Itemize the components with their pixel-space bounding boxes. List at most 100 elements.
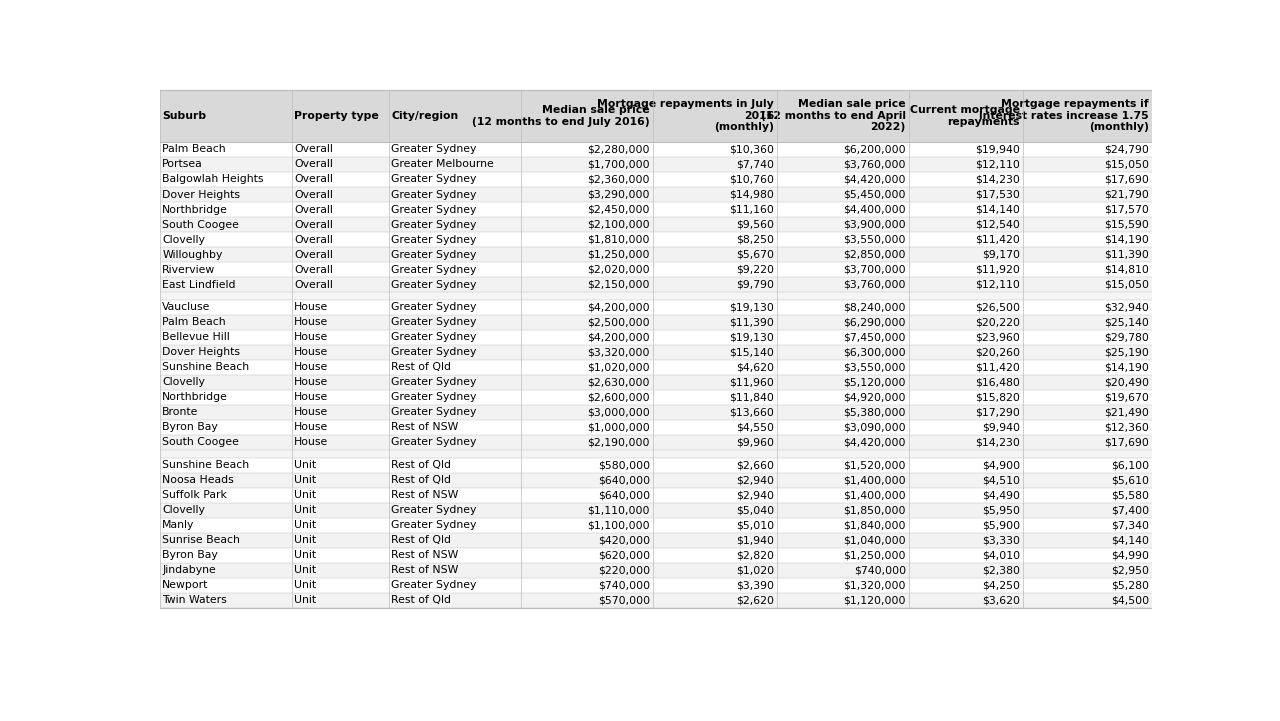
Text: $10,360: $10,360 bbox=[728, 144, 774, 154]
Text: $5,010: $5,010 bbox=[736, 521, 774, 530]
Text: $1,040,000: $1,040,000 bbox=[844, 535, 906, 545]
Text: Overall: Overall bbox=[294, 249, 333, 260]
Text: Clovelly: Clovelly bbox=[163, 377, 205, 387]
Text: $20,220: $20,220 bbox=[975, 317, 1020, 327]
Text: $3,330: $3,330 bbox=[982, 535, 1020, 545]
Text: $5,280: $5,280 bbox=[1111, 580, 1149, 590]
Bar bbox=[160, 487, 1152, 503]
Text: $21,490: $21,490 bbox=[1105, 407, 1149, 417]
Bar bbox=[160, 217, 1152, 232]
Text: Mortgage repayments if
interest rates increase 1.75
(monthly): Mortgage repayments if interest rates in… bbox=[979, 99, 1149, 133]
Text: $5,040: $5,040 bbox=[736, 505, 774, 516]
Text: City/region: City/region bbox=[392, 111, 458, 121]
Bar bbox=[160, 89, 292, 142]
Text: Median sale price
(12 months to end April
2022): Median sale price (12 months to end Apri… bbox=[760, 99, 906, 133]
Bar bbox=[160, 473, 1152, 487]
Text: House: House bbox=[294, 438, 329, 448]
Text: Greater Sydney: Greater Sydney bbox=[392, 234, 477, 244]
Text: $9,560: $9,560 bbox=[736, 219, 774, 229]
Text: Overall: Overall bbox=[294, 219, 333, 229]
Text: $1,940: $1,940 bbox=[736, 535, 774, 545]
Text: $4,200,000: $4,200,000 bbox=[588, 302, 650, 312]
Text: $1,520,000: $1,520,000 bbox=[844, 460, 906, 470]
Text: $9,790: $9,790 bbox=[736, 280, 774, 290]
Text: $2,600,000: $2,600,000 bbox=[588, 392, 650, 402]
Text: Greater Sydney: Greater Sydney bbox=[392, 348, 477, 358]
Text: $4,420,000: $4,420,000 bbox=[844, 438, 906, 448]
Text: $1,400,000: $1,400,000 bbox=[844, 475, 906, 485]
Text: $3,000,000: $3,000,000 bbox=[588, 407, 650, 417]
Bar bbox=[160, 563, 1152, 578]
Text: $6,200,000: $6,200,000 bbox=[844, 144, 906, 154]
Text: Unit: Unit bbox=[294, 505, 316, 516]
Text: $14,980: $14,980 bbox=[730, 190, 774, 200]
Bar bbox=[160, 450, 1152, 458]
Text: Overall: Overall bbox=[294, 144, 333, 154]
Text: $4,500: $4,500 bbox=[1111, 596, 1149, 606]
Text: $12,360: $12,360 bbox=[1105, 423, 1149, 433]
Text: $2,950: $2,950 bbox=[1111, 565, 1149, 575]
Text: Greater Sydney: Greater Sydney bbox=[392, 190, 477, 200]
Text: $1,250,000: $1,250,000 bbox=[844, 550, 906, 560]
Text: Dover Heights: Dover Heights bbox=[163, 190, 241, 200]
Bar bbox=[160, 300, 1152, 315]
Text: Greater Sydney: Greater Sydney bbox=[392, 205, 477, 215]
Text: $2,100,000: $2,100,000 bbox=[588, 219, 650, 229]
Text: $5,950: $5,950 bbox=[982, 505, 1020, 516]
Text: $6,290,000: $6,290,000 bbox=[844, 317, 906, 327]
Text: Overall: Overall bbox=[294, 205, 333, 215]
Text: Northbridge: Northbridge bbox=[163, 392, 228, 402]
Text: House: House bbox=[294, 392, 329, 402]
Text: Suffolk Park: Suffolk Park bbox=[163, 490, 228, 500]
Text: Byron Bay: Byron Bay bbox=[163, 550, 218, 560]
Text: Rest of NSW: Rest of NSW bbox=[392, 490, 458, 500]
Bar bbox=[160, 157, 1152, 172]
Text: $23,960: $23,960 bbox=[975, 332, 1020, 342]
Text: $19,670: $19,670 bbox=[1105, 392, 1149, 402]
Text: $1,000,000: $1,000,000 bbox=[588, 423, 650, 433]
Text: Unit: Unit bbox=[294, 550, 316, 560]
Text: $640,000: $640,000 bbox=[598, 475, 650, 485]
Text: Newport: Newport bbox=[163, 580, 209, 590]
Text: Rest of NSW: Rest of NSW bbox=[392, 550, 458, 560]
Text: Mortgage repayments in July
2016
(monthly): Mortgage repayments in July 2016 (monthl… bbox=[598, 99, 774, 133]
Text: $220,000: $220,000 bbox=[598, 565, 650, 575]
Text: Dover Heights: Dover Heights bbox=[163, 348, 241, 358]
Text: $740,000: $740,000 bbox=[598, 580, 650, 590]
Text: Rest of Qld: Rest of Qld bbox=[392, 475, 452, 485]
Text: $2,820: $2,820 bbox=[736, 550, 774, 560]
Text: Greater Sydney: Greater Sydney bbox=[392, 505, 477, 516]
Text: $5,900: $5,900 bbox=[982, 521, 1020, 530]
Text: $2,360,000: $2,360,000 bbox=[588, 174, 650, 185]
Text: $4,420,000: $4,420,000 bbox=[844, 174, 906, 185]
Bar bbox=[160, 533, 1152, 548]
Text: Vaucluse: Vaucluse bbox=[163, 302, 211, 312]
Text: $4,550: $4,550 bbox=[736, 423, 774, 433]
Text: House: House bbox=[294, 423, 329, 433]
Text: $1,400,000: $1,400,000 bbox=[844, 490, 906, 500]
Text: $12,540: $12,540 bbox=[975, 219, 1020, 229]
Text: East Lindfield: East Lindfield bbox=[163, 280, 236, 290]
Text: South Coogee: South Coogee bbox=[163, 219, 239, 229]
Bar bbox=[160, 315, 1152, 329]
Text: $25,190: $25,190 bbox=[1105, 348, 1149, 358]
Text: Greater Sydney: Greater Sydney bbox=[392, 280, 477, 290]
Text: $8,250: $8,250 bbox=[736, 234, 774, 244]
Text: $17,570: $17,570 bbox=[1105, 205, 1149, 215]
Text: Palm Beach: Palm Beach bbox=[163, 144, 227, 154]
Text: $7,340: $7,340 bbox=[1111, 521, 1149, 530]
Bar bbox=[777, 89, 909, 142]
Text: $14,190: $14,190 bbox=[1105, 363, 1149, 372]
Text: Unit: Unit bbox=[294, 535, 316, 545]
Bar bbox=[160, 202, 1152, 217]
Text: $32,940: $32,940 bbox=[1105, 302, 1149, 312]
Text: $11,420: $11,420 bbox=[975, 234, 1020, 244]
Text: $2,940: $2,940 bbox=[736, 490, 774, 500]
Text: $15,050: $15,050 bbox=[1103, 280, 1149, 290]
Text: $10,760: $10,760 bbox=[728, 174, 774, 185]
Text: Greater Sydney: Greater Sydney bbox=[392, 265, 477, 275]
Text: Sunshine Beach: Sunshine Beach bbox=[163, 460, 250, 470]
Text: $5,610: $5,610 bbox=[1111, 475, 1149, 485]
Text: Greater Melbourne: Greater Melbourne bbox=[392, 159, 494, 169]
Text: $11,960: $11,960 bbox=[730, 377, 774, 387]
